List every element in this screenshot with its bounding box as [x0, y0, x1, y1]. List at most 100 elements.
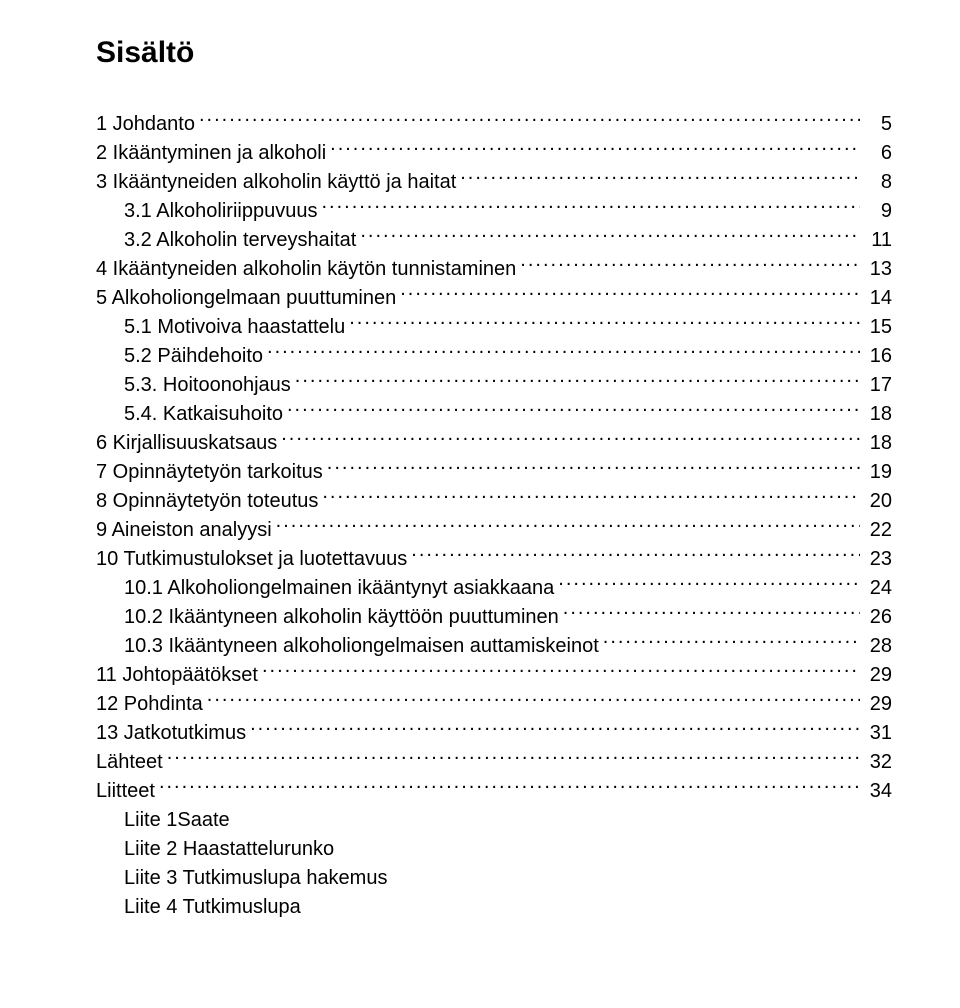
toc-entry: 5.4. Katkaisuhoito 18 — [96, 400, 892, 429]
toc-dot-leader — [330, 139, 860, 159]
toc-heading: Sisältö — [96, 36, 892, 70]
toc-entry-label: 11 Johtopäätökset — [96, 661, 258, 690]
toc-entry-page: 20 — [864, 487, 892, 516]
toc-entry: 3.2 Alkoholin terveyshaitat 11 — [96, 226, 892, 255]
toc-entry: 5.3. Hoitoonohjaus 17 — [96, 371, 892, 400]
toc-entry-page: 6 — [864, 139, 892, 168]
toc-entry-label: 3 Ikääntyneiden alkoholin käyttö ja hait… — [96, 168, 456, 197]
toc-entry-page: 8 — [864, 168, 892, 197]
toc-entry-label: 9 Aineiston analyysi — [96, 516, 272, 545]
toc-entry: 1 Johdanto 5 — [96, 110, 892, 139]
toc-entry-label: 10.3 Ikääntyneen alkoholiongelmaisen aut… — [124, 632, 599, 661]
toc-entry: 9 Aineiston analyysi 22 — [96, 516, 892, 545]
toc-entry-label: 10.1 Alkoholiongelmainen ikääntynyt asia… — [124, 574, 554, 603]
toc-dot-leader — [558, 574, 860, 594]
toc-entry-label: 7 Opinnäytetyön tarkoitus — [96, 458, 323, 487]
attachment-item: Liite 3 Tutkimuslupa hakemus — [124, 864, 892, 893]
toc-dot-leader — [349, 313, 860, 333]
toc-entry: 10.1 Alkoholiongelmainen ikääntynyt asia… — [96, 574, 892, 603]
toc-entry-page: 18 — [864, 429, 892, 458]
toc-entry: 8 Opinnäytetyön toteutus 20 — [96, 487, 892, 516]
toc-entry: 12 Pohdinta 29 — [96, 690, 892, 719]
toc-entry-page: 11 — [864, 226, 892, 255]
toc-entry: 10 Tutkimustulokset ja luotettavuus 23 — [96, 545, 892, 574]
toc-entry-page: 29 — [864, 690, 892, 719]
attachment-item: Liite 4 Tutkimuslupa — [124, 893, 892, 922]
toc-dot-leader — [159, 777, 860, 797]
toc-entry: 10.3 Ikääntyneen alkoholiongelmaisen aut… — [96, 632, 892, 661]
toc-entry: 4 Ikääntyneiden alkoholin käytön tunnist… — [96, 255, 892, 284]
toc-entry-label: 5.3. Hoitoonohjaus — [124, 371, 291, 400]
page-container: Sisältö 1 Johdanto52 Ikääntyminen ja alk… — [0, 0, 960, 970]
toc-entry-page: 28 — [864, 632, 892, 661]
toc-entry: 5.2 Päihdehoito 16 — [96, 342, 892, 371]
toc-dot-leader — [321, 197, 860, 217]
attachment-item: Liite 2 Haastattelurunko — [124, 835, 892, 864]
toc-entry-page: 14 — [864, 284, 892, 313]
toc-entry: 7 Opinnäytetyön tarkoitus 19 — [96, 458, 892, 487]
toc-entry: 3.1 Alkoholiriippuvuus9 — [96, 197, 892, 226]
toc-entry: 6 Kirjallisuuskatsaus 18 — [96, 429, 892, 458]
toc-entry-page: 19 — [864, 458, 892, 487]
toc-entry-label: 6 Kirjallisuuskatsaus — [96, 429, 277, 458]
toc-dot-leader — [400, 284, 860, 304]
toc-entry-page: 23 — [864, 545, 892, 574]
toc-dot-leader — [603, 632, 860, 652]
toc-entry-label: Lähteet — [96, 748, 163, 777]
toc-dot-leader — [207, 690, 860, 710]
toc-entry-page: 18 — [864, 400, 892, 429]
toc-dot-leader — [360, 226, 860, 246]
toc-entry-page: 16 — [864, 342, 892, 371]
toc-entry-page: 26 — [864, 603, 892, 632]
toc-entry-page: 34 — [864, 777, 892, 806]
toc-entry-label: 13 Jatkotutkimus — [96, 719, 246, 748]
toc-entry-label: 1 Johdanto — [96, 110, 195, 139]
toc-entry-label: 2 Ikääntyminen ja alkoholi — [96, 139, 326, 168]
toc-entry-label: 4 Ikääntyneiden alkoholin käytön tunnist… — [96, 255, 516, 284]
toc-entry-page: 13 — [864, 255, 892, 284]
toc-dot-leader — [276, 516, 860, 536]
toc-dot-leader — [295, 371, 860, 391]
toc-entry-page: 5 — [864, 110, 892, 139]
toc-entry-label: 8 Opinnäytetyön toteutus — [96, 487, 318, 516]
toc-entry-label: 5.2 Päihdehoito — [124, 342, 263, 371]
toc-entry: Liitteet 34 — [96, 777, 892, 806]
attachment-item: Liite 1Saate — [124, 806, 892, 835]
toc-entry: 10.2 Ikääntyneen alkoholin käyttöön puut… — [96, 603, 892, 632]
toc-dot-leader — [327, 458, 860, 478]
toc-dot-leader — [322, 487, 860, 507]
toc-entry: 2 Ikääntyminen ja alkoholi 6 — [96, 139, 892, 168]
toc-dot-leader — [199, 110, 860, 130]
toc-dot-leader — [520, 255, 860, 275]
toc-entry-label: 10 Tutkimustulokset ja luotettavuus — [96, 545, 407, 574]
toc-entry-label: 10.2 Ikääntyneen alkoholin käyttöön puut… — [124, 603, 559, 632]
toc-entry-page: 22 — [864, 516, 892, 545]
toc-entry: Lähteet 32 — [96, 748, 892, 777]
toc-entry: 5.1 Motivoiva haastattelu 15 — [96, 313, 892, 342]
toc-dot-leader — [287, 400, 860, 420]
toc-entry-page: 17 — [864, 371, 892, 400]
toc-dot-leader — [250, 719, 860, 739]
toc-entry-label: 12 Pohdinta — [96, 690, 203, 719]
toc-entry-page: 24 — [864, 574, 892, 603]
toc-entry-label: 5.4. Katkaisuhoito — [124, 400, 283, 429]
toc-entry-label: 5.1 Motivoiva haastattelu — [124, 313, 345, 342]
toc-dot-leader — [267, 342, 860, 362]
toc-dot-leader — [262, 661, 860, 681]
attachments-list: Liite 1SaateLiite 2 HaastattelurunkoLiit… — [96, 806, 892, 922]
toc-dot-leader — [563, 603, 860, 623]
toc-entry-page: 9 — [864, 197, 892, 226]
toc-entry-label: 5 Alkoholiongelmaan puuttuminen — [96, 284, 396, 313]
toc-dot-leader — [411, 545, 860, 565]
toc-entry-page: 15 — [864, 313, 892, 342]
toc-entry: 13 Jatkotutkimus31 — [96, 719, 892, 748]
toc-dot-leader — [281, 429, 860, 449]
table-of-contents: 1 Johdanto 5 2 Ikääntyminen ja alkoholi 6 3 … — [96, 110, 892, 806]
toc-entry: 5 Alkoholiongelmaan puuttuminen 14 — [96, 284, 892, 313]
toc-dot-leader — [167, 748, 860, 768]
toc-entry-page: 32 — [864, 748, 892, 777]
toc-entry-label: Liitteet — [96, 777, 155, 806]
toc-entry-label: 3.2 Alkoholin terveyshaitat — [124, 226, 356, 255]
toc-entry: 11 Johtopäätökset29 — [96, 661, 892, 690]
toc-dot-leader — [460, 168, 860, 188]
